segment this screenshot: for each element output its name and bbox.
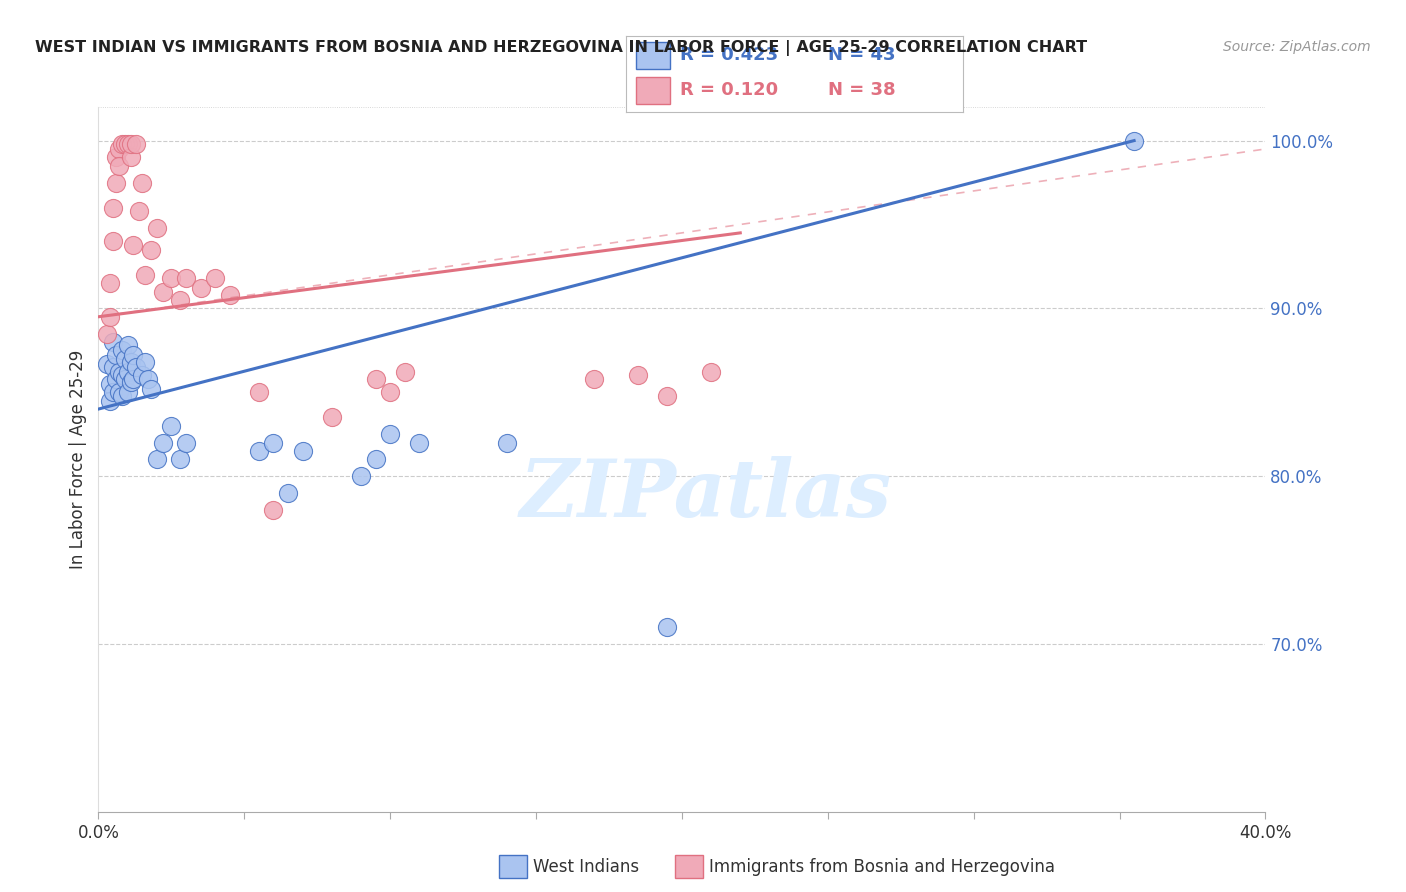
Point <box>120 375 142 389</box>
Point <box>98 376 121 391</box>
Point <box>120 150 142 164</box>
Text: R = 0.423: R = 0.423 <box>679 46 778 64</box>
Bar <box>636 42 669 69</box>
Point <box>262 502 284 516</box>
Point <box>128 204 150 219</box>
Point <box>131 176 153 190</box>
Point <box>408 435 430 450</box>
Text: West Indians: West Indians <box>533 858 638 876</box>
Point <box>350 469 373 483</box>
Point <box>111 343 134 358</box>
Point <box>101 334 124 349</box>
Point <box>108 159 131 173</box>
Point <box>627 368 650 383</box>
Point <box>117 385 139 400</box>
Point <box>117 338 139 352</box>
Point <box>218 288 240 302</box>
Point <box>117 365 139 379</box>
Point <box>125 136 148 151</box>
Point <box>108 385 131 400</box>
Point <box>101 360 124 375</box>
Point <box>583 372 606 386</box>
Point <box>394 365 416 379</box>
Point <box>114 372 136 386</box>
Point <box>104 348 127 362</box>
Point <box>146 220 169 235</box>
Point <box>364 372 387 386</box>
Y-axis label: In Labor Force | Age 25-29: In Labor Force | Age 25-29 <box>69 350 87 569</box>
Point <box>98 393 121 408</box>
Text: ZIPatlas: ZIPatlas <box>519 456 891 533</box>
Point <box>120 355 142 369</box>
Point <box>139 382 162 396</box>
Point <box>364 452 387 467</box>
Point <box>1123 134 1146 148</box>
Point <box>152 285 174 299</box>
Point <box>247 444 270 458</box>
Point <box>291 444 314 458</box>
Point <box>117 136 139 151</box>
Point <box>190 281 212 295</box>
Point <box>169 452 191 467</box>
Point <box>134 355 156 369</box>
Bar <box>636 77 669 104</box>
Text: N = 38: N = 38 <box>828 81 896 99</box>
Point <box>174 271 197 285</box>
Point <box>700 365 723 379</box>
Point <box>134 268 156 282</box>
Point <box>174 435 197 450</box>
Point <box>104 372 127 386</box>
Point <box>111 389 134 403</box>
Point <box>122 372 145 386</box>
Point <box>160 271 183 285</box>
Point <box>204 271 226 285</box>
Point <box>108 365 131 379</box>
Point <box>277 486 299 500</box>
Point <box>96 326 118 341</box>
Text: N = 43: N = 43 <box>828 46 896 64</box>
Text: R = 0.120: R = 0.120 <box>679 81 778 99</box>
Point <box>122 348 145 362</box>
Point <box>380 385 402 400</box>
Point <box>125 360 148 375</box>
Point <box>146 452 169 467</box>
Point <box>96 357 118 371</box>
Point <box>120 136 142 151</box>
Point <box>247 385 270 400</box>
Point <box>169 293 191 307</box>
Point <box>111 136 134 151</box>
Point <box>152 435 174 450</box>
Point <box>657 389 679 403</box>
Point <box>111 368 134 383</box>
Point <box>122 237 145 252</box>
Point <box>98 277 121 291</box>
Text: Source: ZipAtlas.com: Source: ZipAtlas.com <box>1223 40 1371 54</box>
Point <box>262 435 284 450</box>
Point <box>114 136 136 151</box>
Point <box>101 201 124 215</box>
Point <box>98 310 121 324</box>
Point <box>108 142 131 156</box>
Point <box>136 372 159 386</box>
Point <box>104 150 127 164</box>
Point <box>657 620 679 634</box>
Text: WEST INDIAN VS IMMIGRANTS FROM BOSNIA AND HERZEGOVINA IN LABOR FORCE | AGE 25-29: WEST INDIAN VS IMMIGRANTS FROM BOSNIA AN… <box>35 40 1087 56</box>
Point <box>321 410 343 425</box>
Point <box>101 385 124 400</box>
Point <box>101 234 124 248</box>
Point <box>114 351 136 366</box>
Point <box>131 368 153 383</box>
Point <box>160 418 183 433</box>
Text: Immigrants from Bosnia and Herzegovina: Immigrants from Bosnia and Herzegovina <box>709 858 1054 876</box>
Point <box>380 427 402 442</box>
Point <box>496 435 519 450</box>
Point <box>104 176 127 190</box>
Point <box>139 243 162 257</box>
